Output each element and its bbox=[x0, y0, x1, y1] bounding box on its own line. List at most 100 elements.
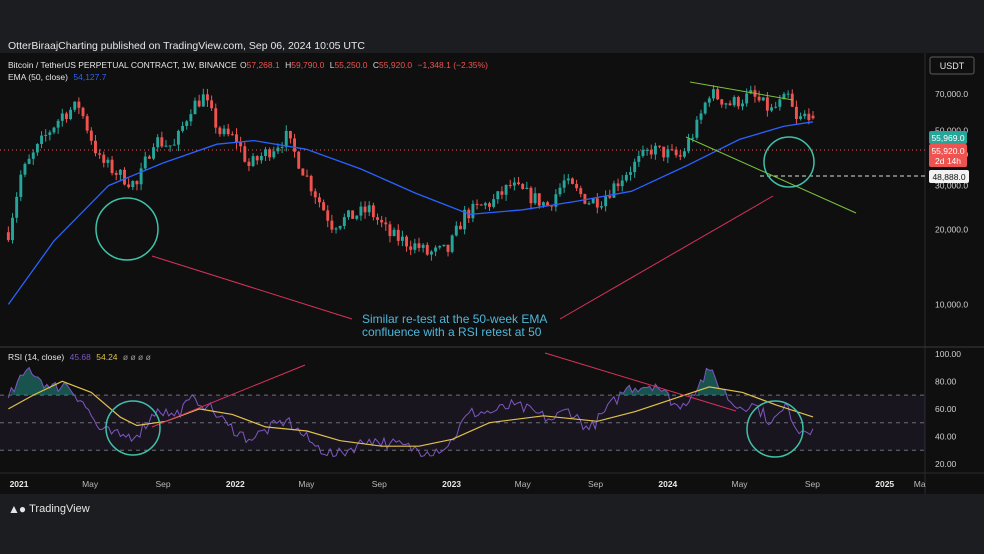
candle-body bbox=[558, 187, 562, 195]
candle-body bbox=[19, 174, 23, 197]
candle-body bbox=[313, 191, 317, 198]
candle-body bbox=[384, 222, 388, 225]
candle-body bbox=[56, 120, 60, 128]
candle-body bbox=[807, 113, 811, 120]
candle-body bbox=[612, 183, 616, 198]
candle-body bbox=[637, 155, 641, 162]
candle-body bbox=[98, 153, 102, 155]
candle-body bbox=[541, 202, 545, 206]
candle-body bbox=[367, 205, 371, 213]
rsi-extra: ø ø ø ø bbox=[123, 352, 151, 362]
candle-body bbox=[243, 146, 247, 162]
candle-body bbox=[251, 156, 255, 166]
page-header: OtterBiraajCharting published on Trading… bbox=[0, 0, 984, 53]
candle-body bbox=[413, 243, 417, 250]
chart-background bbox=[0, 53, 984, 494]
candle-body bbox=[351, 210, 355, 219]
candle-body bbox=[176, 130, 180, 145]
candle-body bbox=[218, 127, 222, 135]
candle-body bbox=[429, 251, 433, 255]
candle-body bbox=[64, 113, 68, 120]
candle-body bbox=[371, 205, 375, 218]
candle-body bbox=[189, 114, 193, 122]
annotation-line-1: Similar re-test at the 50-week EMA bbox=[362, 312, 547, 326]
candle-body bbox=[172, 144, 176, 146]
candle-body bbox=[483, 203, 487, 206]
candle-body bbox=[301, 168, 305, 176]
candle-body bbox=[691, 137, 695, 139]
time-tick-1: May bbox=[82, 479, 99, 489]
candle-body bbox=[11, 217, 14, 241]
candle-body bbox=[284, 130, 288, 147]
candle-body bbox=[388, 224, 392, 236]
candle-body bbox=[525, 187, 529, 189]
candle-body bbox=[716, 89, 720, 100]
candle-body bbox=[226, 128, 230, 135]
candle-body bbox=[645, 149, 649, 151]
candle-body bbox=[293, 138, 297, 152]
candle-body bbox=[629, 172, 632, 175]
candle-body bbox=[575, 183, 579, 189]
currency-button[interactable]: USDT bbox=[929, 56, 975, 75]
chart-canvas[interactable]: 10,000.020,000.030,000.040,000.050,000.0… bbox=[0, 53, 984, 494]
candle-body bbox=[181, 125, 185, 131]
candle-body bbox=[765, 97, 769, 111]
candle-body bbox=[110, 159, 114, 174]
candle-body bbox=[508, 184, 512, 186]
candle-body bbox=[720, 99, 724, 105]
candle-body bbox=[703, 102, 707, 114]
time-tick-5: Sep bbox=[372, 479, 387, 489]
candle-body bbox=[135, 181, 139, 185]
candle-body bbox=[123, 169, 126, 185]
candle-body bbox=[280, 146, 284, 148]
candle-body bbox=[396, 229, 400, 241]
rsi-tick-3: 80.00 bbox=[935, 376, 957, 386]
candle-body bbox=[259, 155, 263, 161]
highlight-circle-2024 bbox=[763, 136, 815, 188]
candle-body bbox=[517, 182, 520, 185]
candle-body bbox=[380, 219, 384, 223]
candle-body bbox=[633, 161, 637, 173]
svg-text:2d 14h: 2d 14h bbox=[935, 156, 961, 166]
candle-body bbox=[392, 229, 396, 236]
candle-body bbox=[334, 228, 338, 230]
candle-body bbox=[529, 187, 533, 204]
candle-body bbox=[595, 198, 599, 208]
candle-body bbox=[326, 210, 330, 221]
candle-body bbox=[459, 225, 462, 230]
candle-body bbox=[591, 198, 595, 204]
rsi-ma-line bbox=[8, 380, 814, 447]
candle-body bbox=[405, 236, 408, 247]
tradingview-mark-icon: ▲● bbox=[8, 502, 26, 516]
candle-body bbox=[342, 217, 346, 227]
candle-body bbox=[421, 244, 425, 248]
candle-body bbox=[492, 199, 496, 207]
candle-body bbox=[81, 107, 85, 117]
rsi-tick-1: 40.00 bbox=[935, 432, 957, 442]
candle-body bbox=[322, 202, 326, 211]
page-footer bbox=[0, 494, 984, 554]
candle-body bbox=[131, 181, 135, 188]
candle-body bbox=[355, 215, 359, 219]
time-tick-11: Sep bbox=[805, 479, 820, 489]
candle-body bbox=[272, 151, 276, 158]
candle-body bbox=[786, 93, 790, 95]
candle-body bbox=[554, 194, 558, 207]
candle-body bbox=[724, 103, 728, 105]
trendline-red-up bbox=[559, 195, 774, 320]
time-tick-9: 2024 bbox=[658, 479, 677, 489]
rsi-tick-0: 20.00 bbox=[935, 459, 957, 469]
candle-body bbox=[496, 191, 500, 200]
candle-body bbox=[674, 149, 678, 156]
candle-body bbox=[73, 101, 77, 110]
rsi-tick-2: 60.00 bbox=[935, 404, 957, 414]
candle-body bbox=[156, 137, 160, 148]
candle-body bbox=[450, 235, 454, 252]
candle-body bbox=[641, 149, 645, 156]
candle-body bbox=[794, 106, 798, 120]
candle-body bbox=[811, 115, 815, 119]
candle-body bbox=[164, 145, 168, 147]
candle-body bbox=[566, 178, 570, 181]
time-axis[interactable]: 2021 May Sep 2022 May Sep 2023 May Sep 2024 May Sep… bbox=[10, 479, 926, 489]
candle-body bbox=[69, 109, 73, 120]
